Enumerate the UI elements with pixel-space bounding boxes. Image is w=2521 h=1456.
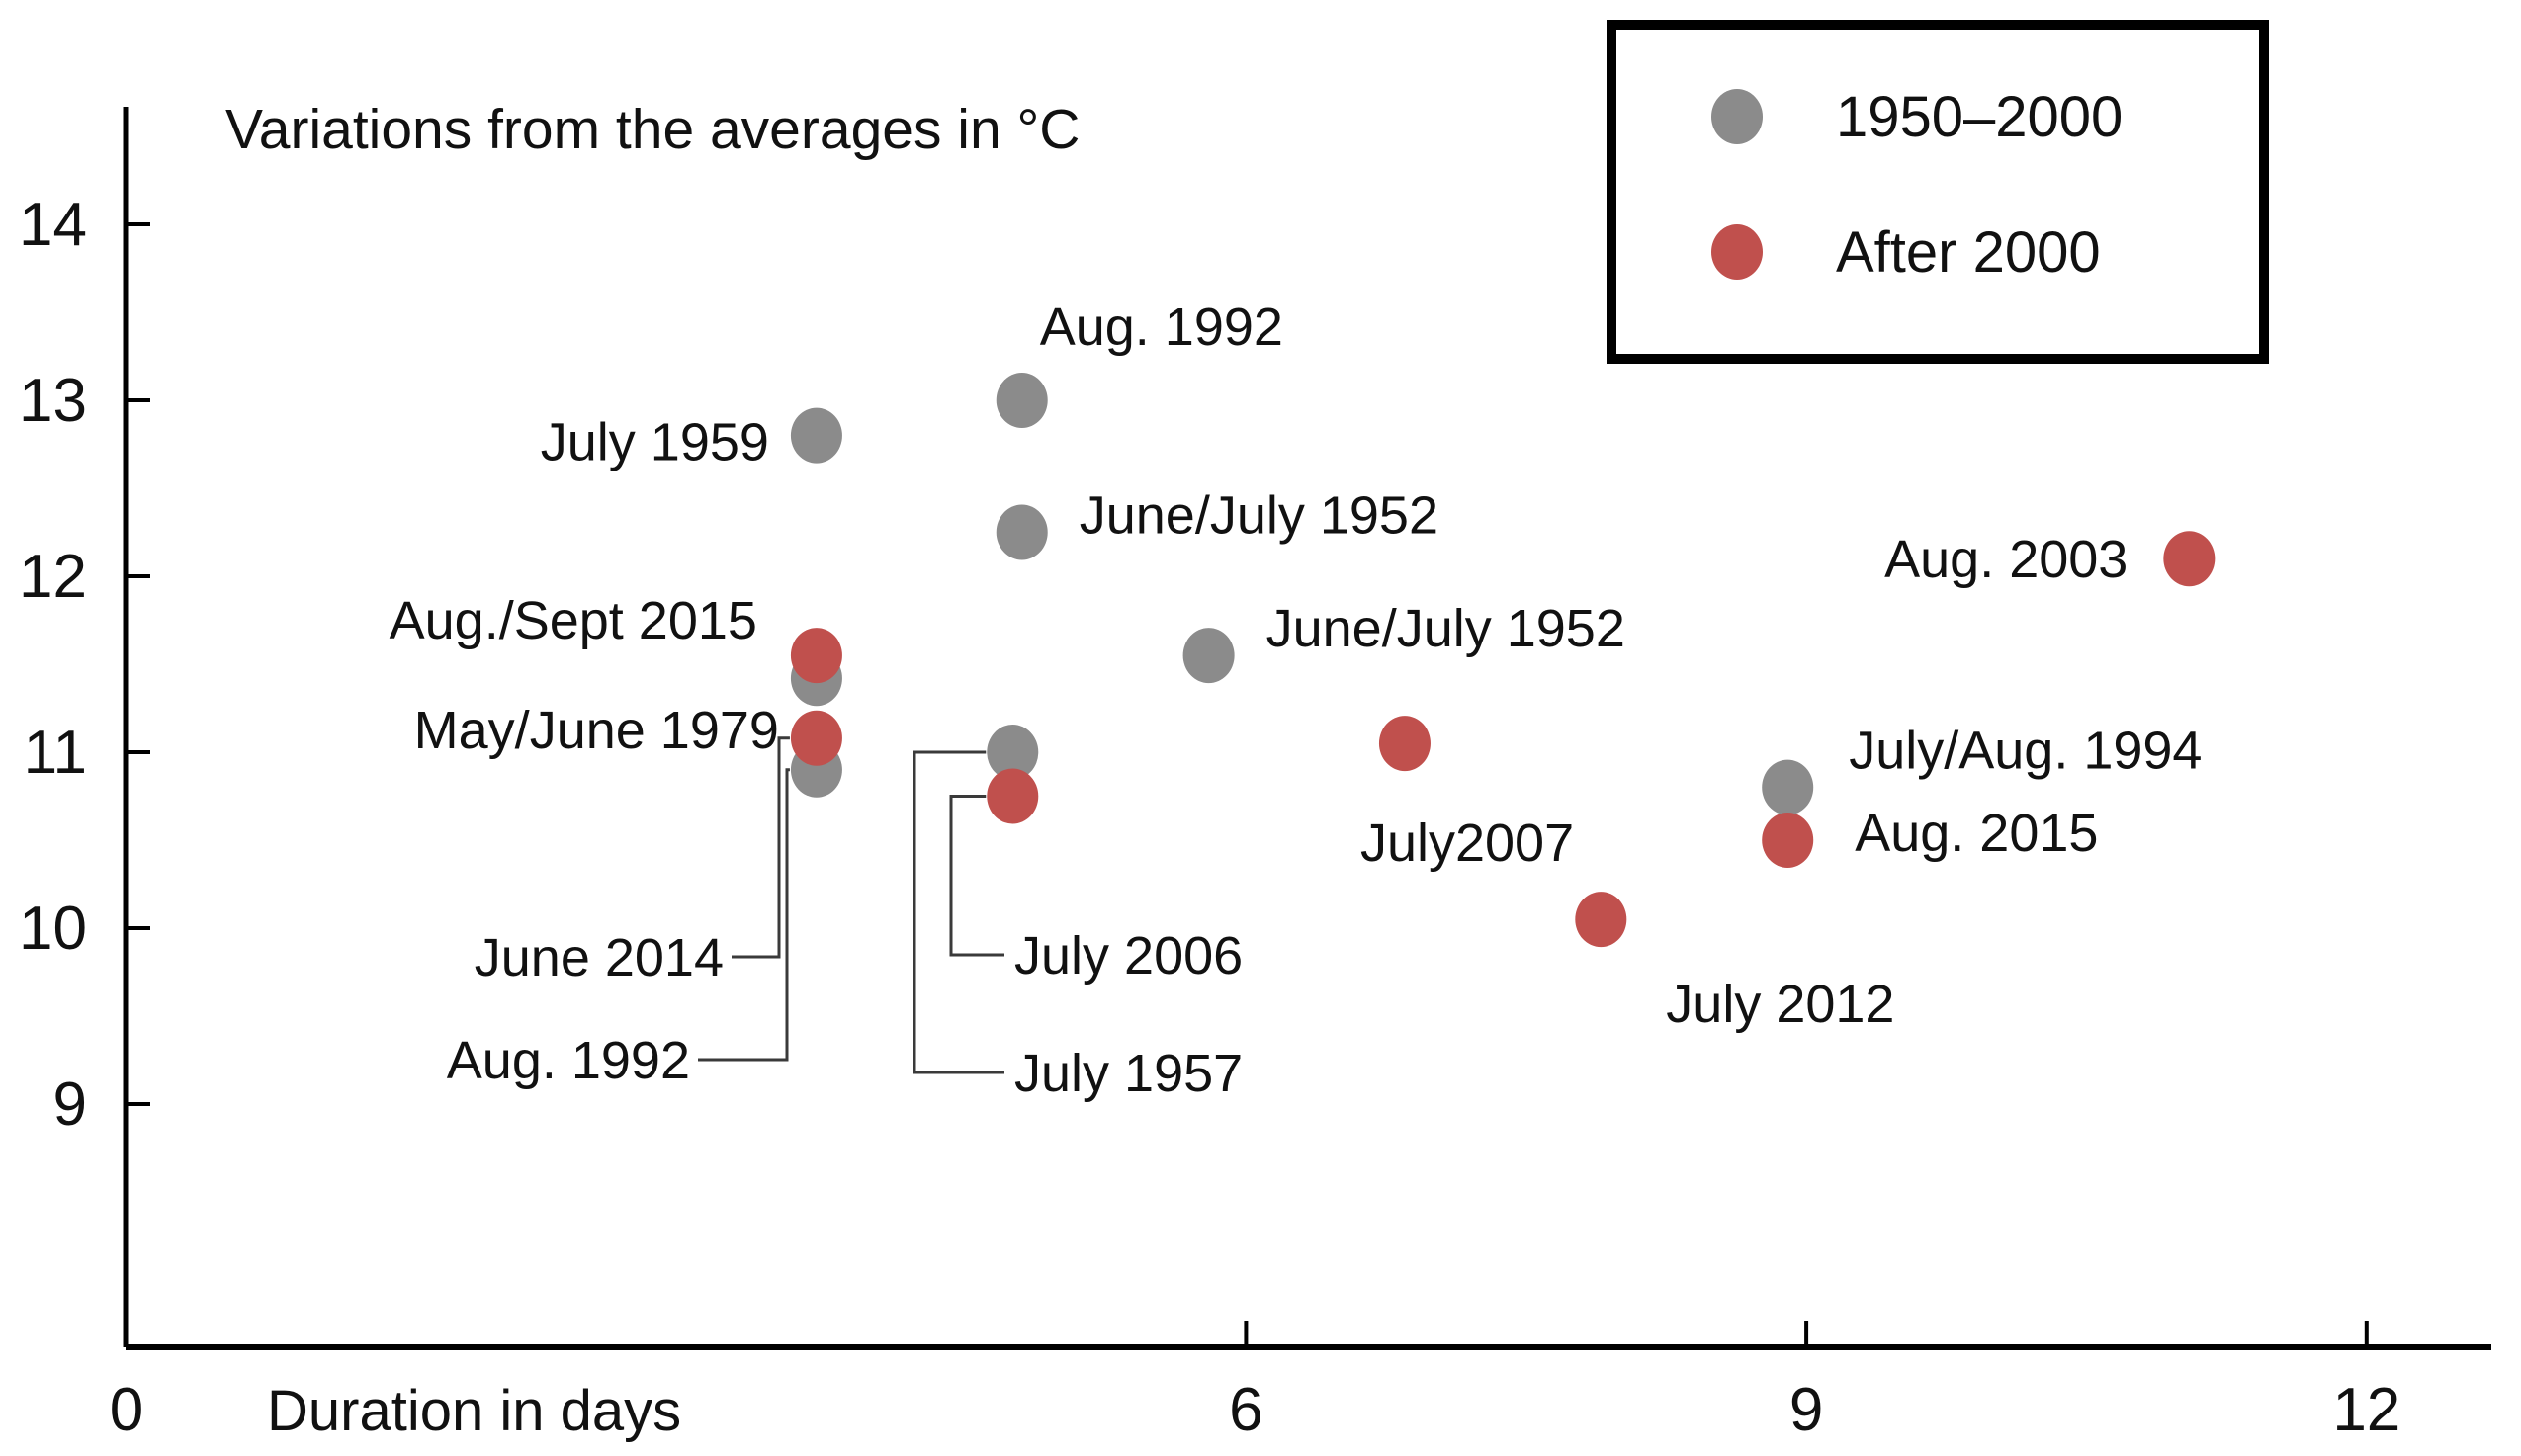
label-may-june-1979: May/June 1979	[414, 701, 779, 760]
label-aug-sept-2015: Aug./Sept 2015	[390, 591, 757, 650]
leader-lines	[698, 736, 1004, 1074]
point-july-1957	[987, 725, 1039, 780]
x-tick-label-6: 6	[1229, 1376, 1262, 1444]
label-july2007: July2007	[1360, 814, 1574, 873]
point-aug-2015	[1762, 813, 1814, 868]
point-june-july-1952	[996, 504, 1048, 560]
series-after-2000	[790, 531, 2216, 948]
x-tick-label-12: 12	[2332, 1376, 2400, 1444]
x-axis-title: Duration in days	[267, 1379, 681, 1443]
chart-title: Variations from the averages in °C	[225, 98, 1080, 161]
label-june-july-1952: June/July 1952	[1080, 486, 1438, 546]
point-july-aug-1994	[1762, 759, 1814, 815]
legend-dot-1950-2000-icon	[1711, 89, 1763, 144]
legend-dot-after-2000-icon	[1711, 224, 1763, 280]
leader-line-aug-1992	[698, 768, 790, 1062]
label-aug-1992: Aug. 1992	[1040, 298, 1283, 357]
y-tick-label-13: 13	[19, 367, 87, 435]
point-aug-2003	[2163, 531, 2216, 587]
label-july-aug-1994: July/Aug. 1994	[1849, 722, 2202, 781]
point-june-july-1952	[1182, 628, 1235, 684]
y-tick-label-9: 9	[53, 1071, 87, 1139]
leader-line-june-2014	[732, 736, 790, 959]
leader-line-july-1957	[913, 750, 1004, 1074]
label-june-july-1952: June/July 1952	[1266, 599, 1625, 658]
label-july-1959: July 1959	[541, 413, 769, 472]
label-aug-1992: Aug. 1992	[447, 1031, 690, 1090]
y-tick-label-11: 11	[24, 719, 87, 787]
point-july2007	[1378, 716, 1431, 772]
label-july-2006: July 2006	[1014, 926, 1243, 985]
axes: 14 13 12 11 10 9 0 6 9 12	[19, 107, 2491, 1444]
point-june-2014	[790, 710, 842, 766]
label-july-1957: July 1957	[1014, 1044, 1243, 1103]
legend: 1950–2000 After 2000	[1607, 20, 2269, 364]
point-july-1959	[790, 407, 842, 464]
label-june-2014: June 2014	[475, 928, 724, 987]
label-aug-2003: Aug. 2003	[1884, 530, 2128, 589]
point-july-2012	[1575, 892, 1627, 948]
y-tick-label-14: 14	[19, 191, 87, 259]
x-tick-label-0: 0	[110, 1376, 143, 1444]
point-labels: July 1959 Aug. 1992 June/July 1952 May/June…	[390, 298, 2203, 1103]
leader-line-july-2006	[949, 795, 1004, 957]
point-aug-sept-2015	[790, 628, 842, 684]
data-points	[790, 373, 2216, 948]
point-july-2006	[987, 768, 1039, 824]
legend-label-1950-2000: 1950–2000	[1836, 85, 2123, 149]
series-1950-2000	[790, 373, 1814, 815]
legend-box	[1607, 20, 2269, 364]
x-tick-label-9: 9	[1789, 1376, 1823, 1444]
point-aug-1992	[996, 373, 1048, 428]
label-july-2012: July 2012	[1666, 975, 1894, 1034]
label-aug-2015: Aug. 2015	[1855, 804, 2098, 863]
legend-label-after-2000: After 2000	[1836, 220, 2101, 285]
y-tick-label-10: 10	[19, 895, 87, 963]
y-tick-label-12: 12	[19, 543, 87, 611]
